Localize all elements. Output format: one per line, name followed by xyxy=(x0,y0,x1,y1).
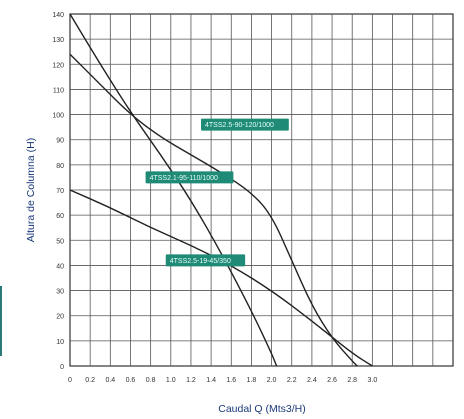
curve-label-bg xyxy=(201,118,289,131)
y-tick-label: 140 xyxy=(52,12,64,19)
x-tick-label: 1.0 xyxy=(166,377,176,384)
y-tick-label: 60 xyxy=(56,213,64,220)
x-tick-label: 2.8 xyxy=(347,377,357,384)
y-axis-title: Altura de Columna (H) xyxy=(25,138,37,242)
y-tick-label: 40 xyxy=(56,263,64,270)
y-tick-label: 80 xyxy=(56,163,64,170)
curve-label-bg xyxy=(145,171,234,184)
x-tick-label: 3.0 xyxy=(368,377,378,384)
x-tick-label: 1.2 xyxy=(186,377,196,384)
y-tick-label: 70 xyxy=(56,188,64,195)
side-accent-bar xyxy=(0,286,2,356)
x-axis-title: Caudal Q (Mts3/H) xyxy=(218,403,306,415)
curve-label-text: 4TSS2.5-90-120/1000 xyxy=(205,122,274,129)
x-tick-label: 2.4 xyxy=(307,377,317,384)
y-tick-label: 50 xyxy=(56,238,64,245)
x-tick-label: 2.0 xyxy=(267,377,277,384)
curve-label-text: 4TSS2.5-19-45/350 xyxy=(170,258,231,265)
x-tick-label: 0.4 xyxy=(105,377,115,384)
y-tick-label: 0 xyxy=(60,364,64,371)
series-line-1 xyxy=(69,53,358,367)
curve-label-1: 4TSS2.5-90-120/1000 xyxy=(201,118,289,131)
series-line-2 xyxy=(69,13,278,367)
curve-label-2: 4TSS2.1-95-110/1000 xyxy=(145,171,234,184)
y-tick-label: 100 xyxy=(52,113,64,120)
x-tick-label: 1.4 xyxy=(206,377,216,384)
x-tick-label: 0.8 xyxy=(146,377,156,384)
y-tick-label: 120 xyxy=(52,62,64,69)
y-tick-label: 90 xyxy=(56,138,64,145)
curve-label-text: 4TSS2.1-95-110/1000 xyxy=(150,175,218,182)
x-tick-label: 0.2 xyxy=(85,377,95,384)
curve-label-bg xyxy=(165,254,246,267)
x-tick-label: 2.6 xyxy=(327,377,337,384)
x-tick-label: 2.2 xyxy=(287,377,297,384)
y-tick-label: 130 xyxy=(52,37,64,44)
x-tick-label: 0 xyxy=(68,377,72,384)
x-tick-label: 1.8 xyxy=(247,377,257,384)
x-tick-label: 0.6 xyxy=(126,377,136,384)
y-tick-label: 110 xyxy=(53,87,64,94)
x-tick-label: 1.6 xyxy=(226,377,236,384)
y-tick-label: 20 xyxy=(56,314,64,321)
y-tick-label: 30 xyxy=(56,289,64,296)
y-tick-label: 10 xyxy=(56,339,64,346)
curve-label-3: 4TSS2.5-19-45/350 xyxy=(165,254,246,267)
